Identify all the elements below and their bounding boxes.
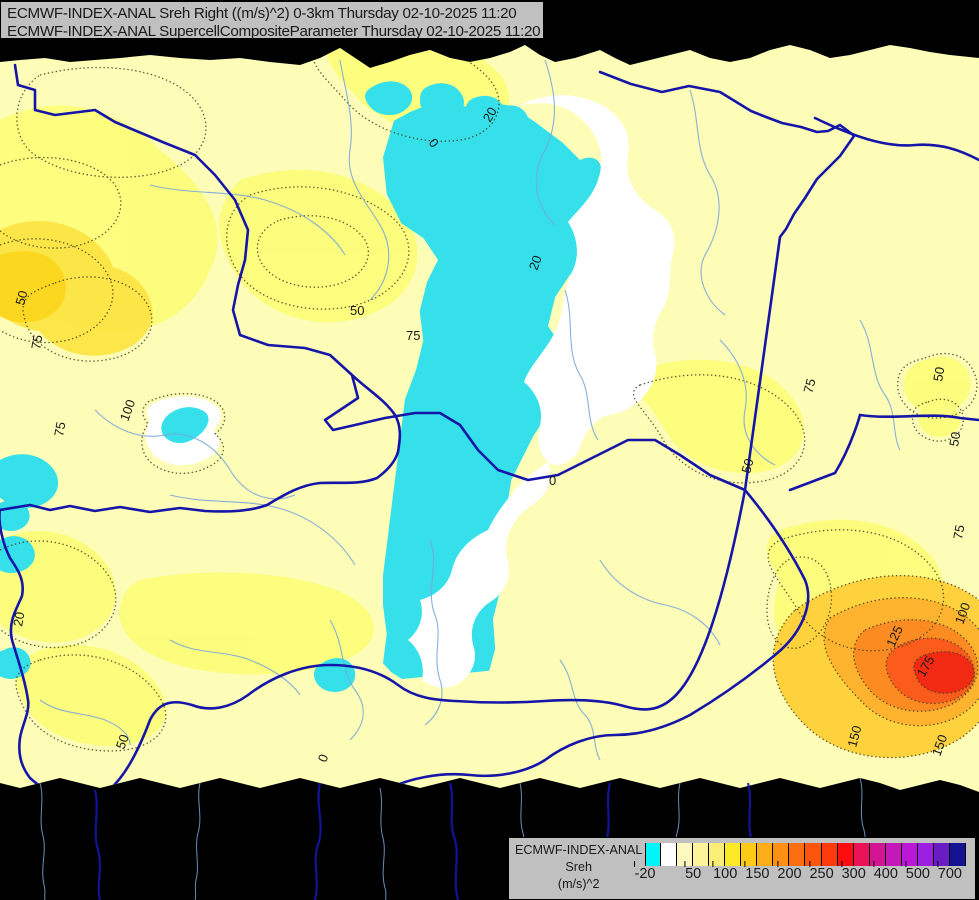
svg-text:75: 75: [950, 524, 967, 541]
svg-text:75: 75: [406, 328, 420, 343]
svg-text:75: 75: [51, 421, 68, 438]
svg-text:0: 0: [549, 473, 556, 488]
svg-text:75: 75: [28, 334, 45, 351]
svg-text:50: 50: [350, 303, 364, 318]
svg-text:20: 20: [10, 611, 27, 628]
svg-text:50: 50: [930, 366, 947, 383]
svg-text:50: 50: [946, 431, 963, 448]
